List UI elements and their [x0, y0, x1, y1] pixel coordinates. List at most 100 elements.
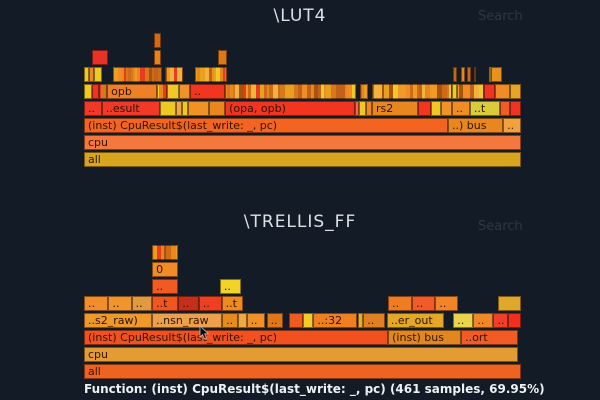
flame-frame[interactable]	[94, 67, 102, 82]
flame-frame[interactable]: ..	[453, 313, 474, 328]
flame-frame[interactable]: ..	[388, 296, 413, 311]
flame-frame[interactable]: ..er_out	[386, 313, 444, 328]
flame-frame[interactable]	[452, 67, 457, 82]
flame-frame[interactable]	[84, 84, 92, 99]
stripe	[371, 84, 374, 99]
flame-frame[interactable]: cpu	[84, 347, 518, 362]
flame-frame[interactable]	[167, 84, 179, 99]
flame-frame[interactable]	[84, 67, 90, 82]
flame-frame[interactable]: ..	[178, 296, 199, 311]
flame-row: (inst) CpuResult$(last_write: _, pc) (ins…	[84, 330, 521, 345]
flame-frame[interactable]	[153, 33, 162, 48]
flame-frame[interactable]: ..:32	[313, 313, 357, 328]
flame-frame[interactable]: ..	[198, 296, 222, 311]
flame-frame[interactable]: all	[84, 364, 521, 379]
flame-frame[interactable]	[473, 67, 477, 82]
flame-frame[interactable]: ..t	[221, 296, 244, 311]
flame-frame[interactable]: ..esult	[101, 101, 161, 116]
flame-frame[interactable]	[237, 313, 247, 328]
flame-frame[interactable]: ..nsn_raw	[152, 313, 223, 328]
flame-frame[interactable]	[371, 84, 452, 99]
flame-frame[interactable]: cpu	[84, 135, 521, 150]
flame-frame[interactable]: opb	[107, 84, 157, 99]
flame-frame[interactable]	[510, 101, 521, 116]
flame-frame[interactable]	[460, 67, 465, 82]
flame-frame[interactable]: ..	[412, 296, 436, 311]
flame-frame[interactable]	[225, 84, 356, 99]
flame-frame[interactable]: ..ort	[461, 330, 519, 345]
flame-frame[interactable]: ..	[473, 313, 494, 328]
flame-frame[interactable]	[359, 101, 366, 116]
flame-frame-label: ..	[156, 280, 164, 293]
flame-frame[interactable]: ..t	[469, 101, 500, 116]
flame-frame[interactable]	[303, 313, 314, 328]
flame-frame[interactable]	[153, 50, 162, 65]
flame-frame[interactable]: (inst) CpuResult$(last_write: _, pc)	[84, 330, 389, 345]
flame-frame[interactable]: ..t	[152, 296, 179, 311]
flame-frame[interactable]: all	[84, 152, 521, 167]
flame-frame[interactable]	[182, 101, 188, 116]
flame-frame[interactable]	[360, 84, 369, 99]
flame-frame[interactable]: (inst) CpuResult$(last_write: _, pc)	[84, 118, 449, 133]
flame-frame[interactable]: ..	[435, 296, 459, 311]
flame-frame[interactable]	[89, 67, 95, 82]
flame-frame[interactable]	[218, 50, 228, 65]
flame-frame[interactable]	[500, 101, 511, 116]
flame-frame[interactable]	[156, 84, 168, 99]
flame-frame[interactable]: ..	[84, 296, 109, 311]
flame-frame[interactable]: ..) bus	[448, 118, 504, 133]
flame-frame[interactable]	[98, 84, 108, 99]
flame-frame[interactable]	[160, 101, 177, 116]
flame-frame[interactable]: ..s2_raw)	[84, 313, 153, 328]
flame-frame[interactable]	[358, 313, 364, 328]
flame-frame[interactable]	[490, 67, 503, 82]
flame-frame[interactable]	[178, 84, 191, 99]
flame-frame[interactable]: ..	[152, 279, 179, 294]
flame-frame[interactable]	[441, 101, 452, 116]
flame-frame[interactable]	[176, 101, 183, 116]
flame-frame[interactable]: (inst) bus	[388, 330, 462, 345]
flame-frame[interactable]: ..	[84, 101, 102, 116]
flame-frame[interactable]	[354, 101, 360, 116]
flame-frame[interactable]	[164, 67, 184, 82]
flame-frame[interactable]	[417, 101, 431, 116]
flame-frame[interactable]: ..	[222, 313, 238, 328]
search-button-lut4[interactable]: Search	[478, 9, 523, 24]
flame-frame[interactable]: ..	[219, 279, 241, 294]
flame-frame[interactable]	[508, 313, 521, 328]
flame-frame[interactable]	[497, 296, 521, 311]
flame-frame[interactable]: ..	[108, 296, 132, 311]
flame-frame[interactable]	[208, 101, 226, 116]
stripe	[176, 245, 179, 260]
flame-frame[interactable]	[466, 67, 471, 82]
flame-frame[interactable]	[91, 84, 99, 99]
search-button-trellis-ff[interactable]: Search	[478, 219, 523, 234]
flame-frame[interactable]	[457, 84, 484, 99]
flame-frame[interactable]: ..	[503, 118, 521, 133]
flame-frame[interactable]: ..	[131, 296, 153, 311]
flame-frame[interactable]	[494, 84, 511, 99]
flame-frame-label: ..) bus	[452, 119, 487, 132]
flame-frame[interactable]: ..	[266, 313, 284, 328]
flame-frame[interactable]	[483, 84, 495, 99]
flame-frame[interactable]	[194, 67, 227, 82]
flame-frame[interactable]: ..	[246, 313, 265, 328]
flame-frame[interactable]	[510, 84, 521, 99]
flame-frame[interactable]	[288, 313, 304, 328]
flame-frame[interactable]: ..	[451, 101, 470, 116]
stripe	[166, 67, 170, 82]
flame-frame[interactable]	[187, 101, 209, 116]
flame-frame[interactable]	[430, 101, 442, 116]
flame-frame[interactable]: rs2	[371, 101, 418, 116]
flame-frame[interactable]	[365, 101, 372, 116]
flame-frame[interactable]	[91, 50, 109, 65]
flame-frame[interactable]: ..	[493, 313, 509, 328]
flame-frame[interactable]	[112, 67, 162, 82]
flame-frame[interactable]	[152, 245, 179, 260]
flame-frame[interactable]: ..	[363, 313, 386, 328]
flame-frame[interactable]	[451, 84, 458, 99]
flame-frame[interactable]: ..	[190, 84, 226, 99]
flame-frame[interactable]: 0	[152, 262, 179, 277]
flame-frame[interactable]: (opa, opb)	[225, 101, 355, 116]
flame-frame[interactable]	[488, 67, 491, 82]
